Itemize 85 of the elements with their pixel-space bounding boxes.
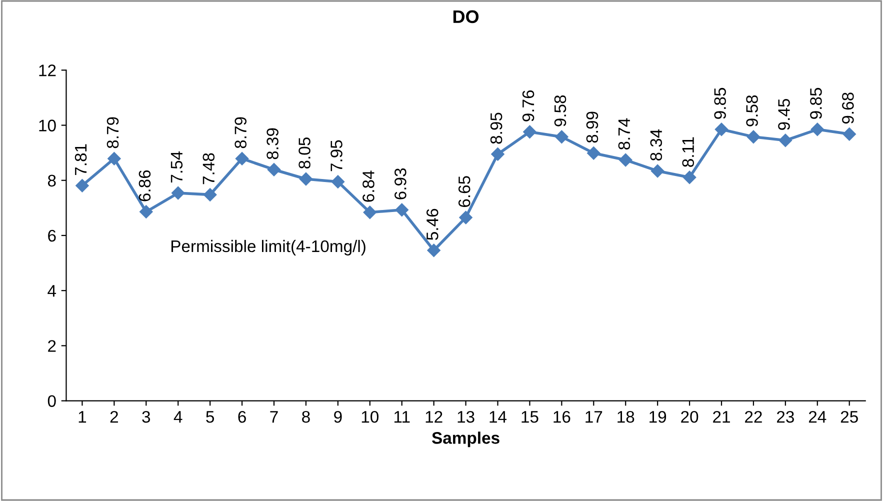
point — [108, 152, 121, 166]
point — [587, 146, 600, 160]
point — [267, 163, 281, 176]
annotation: Permissible limit(4-10mg/l) — [171, 240, 366, 256]
data-label: 6.93 — [394, 168, 406, 200]
x-tick-label: 8 — [302, 410, 310, 423]
x-tick-label: 10 — [362, 410, 379, 423]
point — [778, 134, 792, 147]
data-label: 8.05 — [298, 138, 310, 169]
x-tick-label: 2 — [110, 410, 118, 423]
y-tick-label: 4 — [48, 285, 56, 297]
data-label: 9.76 — [522, 90, 534, 122]
x-tick-label: 5 — [206, 411, 214, 423]
x-tick-label: 1 — [78, 411, 86, 423]
x-tick-label: 22 — [745, 410, 762, 423]
point — [555, 130, 568, 144]
data-label: 7.48 — [202, 153, 215, 184]
data-label: 8.11 — [682, 137, 694, 167]
point — [682, 170, 696, 184]
x-tick-label: 14 — [490, 411, 507, 423]
data-label: 5.46 — [426, 208, 438, 240]
point — [650, 164, 664, 178]
y-tick-label: 2 — [48, 340, 56, 352]
x-tick-label: 4 — [174, 411, 182, 423]
x-tick-label: 7 — [270, 411, 278, 423]
x-tick-label: 6 — [238, 410, 246, 423]
point — [491, 148, 504, 161]
point — [746, 130, 760, 144]
y-tick-label: 0 — [48, 395, 56, 408]
point — [427, 244, 440, 257]
x-tick-label: 17 — [586, 411, 602, 423]
x-tick-label: 23 — [777, 410, 794, 423]
point — [842, 127, 856, 141]
data-label: 8.95 — [490, 112, 502, 144]
point — [714, 122, 728, 136]
data-label: 9.68 — [842, 92, 854, 124]
x-axis-title: Samples — [432, 432, 500, 448]
chart-title: DO — [453, 10, 479, 24]
data-label: 7.95 — [330, 140, 342, 172]
data-label: 8.74 — [618, 118, 630, 150]
x-tick-label: 16 — [554, 410, 570, 423]
y-tick-label: 8 — [48, 174, 56, 187]
data-label: 6.84 — [362, 170, 374, 202]
data-label: 7.54 — [170, 151, 183, 182]
x-tick-label: 20 — [681, 410, 698, 423]
point — [172, 186, 185, 200]
x-tick-label: 11 — [394, 411, 410, 423]
y-tick-label: 12 — [39, 64, 56, 76]
point — [140, 205, 153, 218]
data-label: 6.65 — [458, 176, 470, 207]
point — [363, 206, 376, 219]
data-label: 6.86 — [138, 170, 151, 202]
y-tick-label: 10 — [39, 120, 56, 132]
x-tick-label: 18 — [618, 410, 634, 423]
x-tick-label: 15 — [522, 411, 538, 423]
x-tick-label: 21 — [713, 410, 730, 423]
data-label: 9.58 — [554, 95, 566, 126]
point — [619, 153, 632, 167]
data-label: 9.58 — [746, 95, 758, 126]
x-tick-label: 12 — [426, 410, 442, 423]
data-label: 8.99 — [586, 112, 598, 143]
point — [395, 203, 408, 216]
data-label: 8.79 — [106, 117, 119, 148]
data-label: 8.79 — [234, 117, 247, 148]
data-label: 8.34 — [650, 129, 662, 161]
x-tick-label: 9 — [334, 410, 342, 423]
data-label: 9.85 — [810, 88, 822, 119]
x-tick-label: 3 — [142, 410, 150, 423]
x-tick-label: 13 — [458, 410, 474, 423]
point — [459, 210, 472, 224]
x-tick-label: 25 — [840, 410, 858, 423]
point — [810, 122, 824, 136]
data-label: 8.39 — [266, 128, 278, 160]
data-label: 9.85 — [714, 88, 726, 119]
y-tick-label: 6 — [48, 230, 56, 242]
point — [331, 175, 345, 188]
x-tick-label: 19 — [650, 410, 666, 423]
x-tick-label: 24 — [808, 410, 826, 423]
point — [299, 172, 313, 186]
data-label: 9.45 — [778, 98, 790, 130]
point — [523, 125, 536, 138]
point — [203, 188, 217, 202]
point — [76, 179, 89, 192]
point — [235, 152, 249, 166]
data-label: 7.81 — [74, 144, 87, 176]
